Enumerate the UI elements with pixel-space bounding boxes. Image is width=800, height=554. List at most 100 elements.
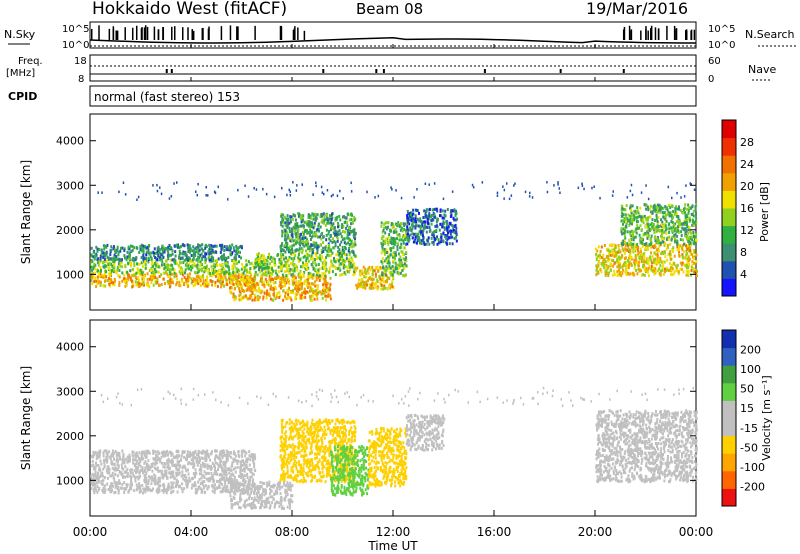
- echo-cell: [173, 268, 176, 272]
- echo-cell: [309, 238, 312, 241]
- echo-cell: [226, 453, 229, 457]
- echo-cell: [138, 271, 141, 275]
- echo-cell: [624, 208, 627, 212]
- echo-cell: [448, 229, 451, 233]
- echo-cell: [214, 281, 217, 284]
- echo-cell: [629, 248, 632, 252]
- echo-cell: [387, 225, 389, 229]
- echo-cell: [134, 452, 137, 456]
- echo-cell: [597, 264, 600, 268]
- echo-cell: [312, 267, 315, 271]
- echo-cell: [118, 479, 121, 483]
- noise-cell: [330, 194, 333, 198]
- echo-cell: [665, 220, 668, 223]
- echo-cell: [257, 298, 260, 302]
- echo-cell: [440, 233, 443, 236]
- echo-cell: [311, 212, 314, 216]
- velocity-echoes: [90, 386, 698, 510]
- echo-cell: [128, 254, 131, 258]
- echo-cell: [344, 247, 347, 251]
- echo-cell: [139, 457, 142, 461]
- echo-cell: [695, 233, 697, 237]
- echo-cell: [441, 209, 444, 213]
- echo-cell: [293, 269, 296, 273]
- echo-cell: [131, 279, 134, 283]
- echo-cell: [240, 273, 243, 277]
- echo-cell: [313, 231, 316, 235]
- echo-cell: [660, 235, 663, 239]
- echo-cell: [148, 252, 151, 256]
- echo-cell: [648, 274, 650, 278]
- echo-cell: [309, 228, 312, 232]
- echo-cell: [322, 235, 325, 239]
- echo-cell: [668, 203, 671, 207]
- echo-cell: [391, 265, 394, 268]
- echo-cell: [186, 266, 189, 270]
- echo-cell: [98, 476, 100, 480]
- noise-cell: [288, 188, 290, 192]
- echo-cell: [649, 240, 652, 244]
- echo-cell: [646, 236, 649, 240]
- echo-cell: [232, 271, 235, 275]
- echo-cell: [353, 268, 356, 272]
- echo-cell: [619, 257, 622, 261]
- echo-cell: [284, 284, 286, 288]
- echo-cell: [150, 475, 153, 479]
- echo-cell: [342, 225, 345, 229]
- echo-cell: [114, 270, 117, 274]
- echo-cell: [449, 232, 452, 236]
- echo-cell: [119, 249, 122, 253]
- echo-cell: [424, 222, 426, 226]
- echo-cell: [636, 246, 639, 250]
- echo-cell: [197, 267, 200, 271]
- echo-cell: [297, 260, 300, 264]
- echo-cell: [201, 275, 204, 279]
- echo-cell: [287, 267, 289, 271]
- echo-cell: [248, 271, 251, 275]
- echo-cell: [673, 270, 676, 274]
- echo-cell: [287, 222, 290, 225]
- echo-cell: [225, 278, 228, 282]
- echo-cell: [390, 222, 393, 225]
- echo-cell: [155, 453, 158, 457]
- echo-cell: [648, 264, 651, 268]
- echo-cell: [100, 479, 103, 483]
- echo-cell: [685, 264, 688, 268]
- echo-cell: [654, 226, 656, 230]
- echo-cell: [141, 265, 144, 268]
- echo-cell: [626, 271, 629, 275]
- echo-cell: [443, 226, 446, 229]
- echo-cell: [143, 283, 145, 287]
- echo-cell: [109, 270, 111, 274]
- echo-cell: [155, 265, 158, 269]
- echo-cell: [247, 285, 250, 289]
- echo-cell: [388, 255, 391, 259]
- echo-cell: [175, 243, 178, 247]
- echo-cell: [173, 275, 176, 279]
- echo-cell: [645, 267, 648, 271]
- echo-cell: [400, 250, 403, 254]
- echo-cell: [166, 453, 169, 457]
- echo-cell: [328, 229, 331, 233]
- echo-cell: [232, 282, 235, 286]
- echo-cell: [240, 453, 243, 456]
- echo-cell: [158, 251, 161, 255]
- echo-cell: [631, 222, 633, 226]
- echo-cell: [325, 283, 328, 287]
- echo-cell: [372, 269, 374, 273]
- echo-cell: [305, 240, 307, 244]
- echo-cell: [335, 253, 338, 257]
- echo-cell: [447, 231, 449, 235]
- echo-cell: [233, 249, 236, 253]
- echo-cell: [384, 241, 386, 245]
- echo-cell: [637, 211, 640, 215]
- echo-cell: [232, 467, 235, 471]
- echo-cell: [242, 459, 245, 463]
- echo-cell: [326, 249, 329, 253]
- echo-cell: [123, 461, 126, 465]
- echo-cell: [687, 203, 690, 207]
- echo-cell: [340, 257, 343, 261]
- echo-cell: [345, 242, 348, 246]
- echo-cell: [219, 464, 222, 468]
- colorbar-segment: [722, 172, 736, 191]
